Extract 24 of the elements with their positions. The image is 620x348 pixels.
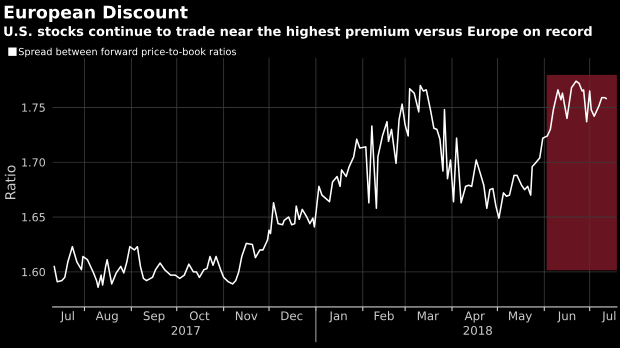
x2-tick-label: 2017 <box>172 326 200 335</box>
x-tick-label: Aug <box>96 311 118 323</box>
y-tick-label: 1.60 <box>22 268 46 276</box>
x-tick-label: Jul <box>602 311 616 322</box>
y-tick-label: 1.65 <box>22 213 45 222</box>
x-tick-label: Jun <box>557 311 576 322</box>
x-tick-label: May <box>509 311 532 323</box>
x-tick-label: Nov <box>236 311 258 320</box>
y-tick-label: 1.70 <box>22 158 46 167</box>
chart-title: European Discount <box>4 5 188 22</box>
x2-tick-label: 2018 <box>464 326 492 335</box>
x-tick-label: Sep <box>144 311 165 323</box>
line-series <box>53 80 608 288</box>
y-tick-label: 1.75 <box>22 104 45 112</box>
x-tick-label: Dec <box>281 311 302 320</box>
chart-subtitle: U.S. stocks continue to trade near the highest premium versus Europe on record <box>4 26 592 39</box>
x-tick-label: Mar <box>418 311 439 320</box>
x-tick-label: Feb <box>374 311 394 320</box>
x-tick-label: Jan <box>328 311 347 322</box>
x-tick-label: Jul <box>60 311 74 322</box>
x-tick-label: Apr <box>464 311 485 323</box>
y-axis-title: Ratio <box>4 165 16 199</box>
legend-label: Spread between forward price-to-book ratios <box>18 48 236 58</box>
x-tick-label: Oct <box>190 311 210 320</box>
